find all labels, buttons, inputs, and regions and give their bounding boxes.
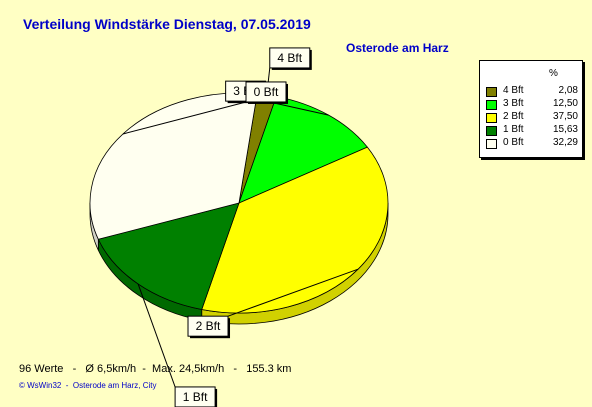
legend-label: 0 Bft [503, 137, 524, 148]
legend-value: 37,50 [552, 111, 578, 122]
legend-label: 2 Bft [503, 111, 524, 122]
legend-item: 0 Bft 32,29 [486, 137, 580, 149]
callout-box [187, 315, 229, 337]
legend-swatch [486, 113, 497, 123]
stats-footer: 96 Werte - Ø 6,5km/h - Max. 24,5km/h - 1… [19, 363, 292, 375]
pie-slice [97, 202, 240, 310]
chart-subtitle: Osterode am Harz [346, 41, 449, 55]
legend-label: 4 Bft [503, 85, 524, 96]
legend-item: 3 Bft 12,50 [486, 98, 580, 110]
chart-title: Verteilung Windstärke Dienstag, 07.05.20… [23, 16, 311, 32]
legend-item: 1 Bft 15,63 [486, 124, 580, 136]
callout-box [245, 81, 287, 103]
callout-label: 1 Bft [183, 390, 208, 404]
legend-header: % [549, 68, 558, 79]
credit-line: © WsWin32 - Osterode am Harz, City [19, 381, 157, 390]
legend-value: 2,08 [558, 85, 578, 96]
legend-swatch [486, 126, 497, 136]
legend-item: 4 Bft 2,08 [486, 85, 580, 97]
legend-swatch [486, 139, 497, 149]
legend-label: 3 Bft [503, 98, 524, 109]
callout-box [269, 47, 311, 69]
callout-line [227, 268, 359, 317]
legend-value: 32,29 [552, 137, 578, 148]
legend-item: 2 Bft 37,50 [486, 111, 580, 123]
legend: % 4 Bft 2,08 3 Bft 12,50 2 Bft 37,50 1 B… [479, 60, 583, 158]
legend-value: 15,63 [552, 124, 578, 135]
callout-label: 0 Bft [254, 85, 279, 99]
legend-value: 12,50 [552, 98, 578, 109]
callout-label: 2 Bft [196, 319, 221, 333]
callout-line [137, 283, 176, 388]
legend-swatch [486, 87, 497, 97]
callout-label: 4 Bft [277, 51, 302, 65]
legend-swatch [486, 100, 497, 110]
legend-label: 1 Bft [503, 124, 524, 135]
callout-line [122, 101, 247, 135]
